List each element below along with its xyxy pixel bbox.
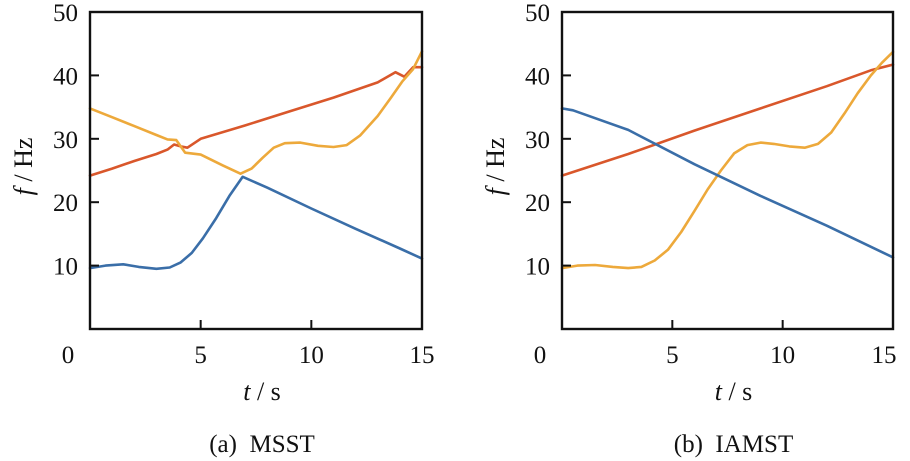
series-line-component-1 [88, 65, 424, 177]
series-line-component-1 [560, 63, 895, 177]
x-axis-unit: / s [722, 377, 752, 406]
x-tick-label: 10 [299, 342, 324, 369]
y-tick-label: 10 [53, 254, 78, 281]
y-tick-label: 50 [53, 0, 78, 27]
x-tick-label: 0 [62, 342, 75, 369]
x-tick-label: 10 [770, 342, 795, 369]
series-line-component-2 [560, 50, 895, 270]
y-tick-label: 30 [525, 127, 550, 154]
y-tick-label: 40 [53, 63, 78, 90]
series-line-component-3 [560, 107, 895, 259]
y-tick-label: 40 [525, 63, 550, 90]
plot-frame [88, 10, 424, 331]
panel-caption: (b) IAMST [674, 431, 793, 458]
y-axis-unit: / Hz [481, 138, 510, 189]
chart-panel-a: 10 20 30 40 50 0 5 10 15 t / s f / Hz (a) MSST [9, 0, 435, 458]
y-tick-label: 10 [525, 254, 550, 281]
y-tick-label: 50 [525, 0, 550, 27]
y-axis-variable: f [481, 184, 510, 195]
plot-frame [560, 10, 895, 331]
panel-caption: (a) MSST [209, 431, 315, 458]
x-tick-label: 5 [666, 342, 679, 369]
y-axis-unit: / Hz [9, 138, 38, 189]
x-axis-unit: / s [250, 377, 280, 406]
series-line-component-3 [88, 175, 424, 271]
y-tick-label: 20 [525, 190, 550, 217]
x-axis-label: t / s [715, 377, 753, 406]
x-tick-label: 5 [194, 342, 207, 369]
x-axis-variable: t [715, 377, 723, 406]
x-tick-label: 0 [534, 342, 547, 369]
x-tick-label: 15 [872, 342, 897, 369]
x-axis-variable: t [243, 377, 251, 406]
y-axis-variable: f [9, 184, 38, 195]
y-tick-label: 20 [53, 190, 78, 217]
chart-panel-b: 10 20 30 40 50 0 5 10 15 t / s f / Hz (b) IAMST [481, 0, 897, 458]
y-tick-label: 30 [53, 127, 78, 154]
y-axis-label: f / Hz [9, 138, 38, 196]
y-axis-label: f / Hz [481, 138, 510, 196]
x-tick-label: 15 [410, 342, 435, 369]
x-axis-label: t / s [243, 377, 281, 406]
series-line-component-2 [88, 50, 424, 175]
